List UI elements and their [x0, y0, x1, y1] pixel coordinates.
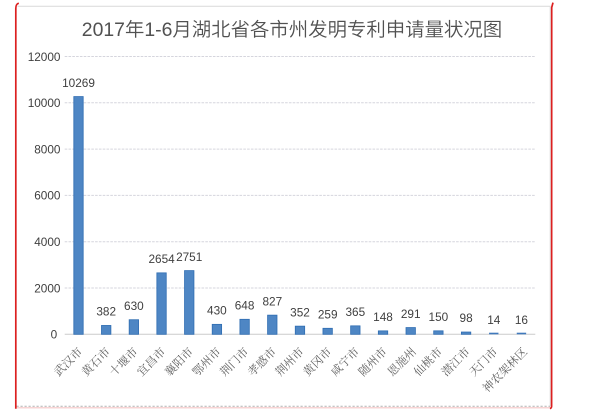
svg-text:365: 365 — [345, 305, 365, 319]
svg-text:827: 827 — [262, 294, 282, 308]
svg-text:150: 150 — [429, 310, 449, 324]
svg-text:430: 430 — [207, 304, 227, 318]
svg-text:2017: 2017 — [82, 19, 125, 41]
svg-text:382: 382 — [96, 305, 116, 319]
svg-text:8000: 8000 — [34, 142, 61, 156]
svg-text:16: 16 — [515, 313, 529, 327]
svg-text:648: 648 — [235, 299, 255, 313]
svg-text:0: 0 — [51, 328, 58, 342]
svg-text:2000: 2000 — [34, 281, 61, 295]
svg-text:4000: 4000 — [34, 235, 61, 249]
svg-text:352: 352 — [290, 305, 310, 319]
svg-text:14: 14 — [487, 313, 501, 327]
svg-text:2751: 2751 — [176, 250, 202, 264]
svg-text:6000: 6000 — [34, 189, 61, 203]
svg-text:630: 630 — [124, 299, 144, 313]
svg-text:10269: 10269 — [62, 76, 95, 90]
svg-text:259: 259 — [318, 308, 338, 322]
svg-text:10000: 10000 — [28, 96, 61, 110]
svg-text:98: 98 — [460, 311, 474, 325]
svg-text:291: 291 — [401, 307, 421, 321]
svg-text:148: 148 — [373, 310, 393, 324]
svg-text:12000: 12000 — [28, 50, 61, 64]
svg-text:2654: 2654 — [148, 252, 175, 266]
svg-text:1-6: 1-6 — [144, 19, 172, 41]
